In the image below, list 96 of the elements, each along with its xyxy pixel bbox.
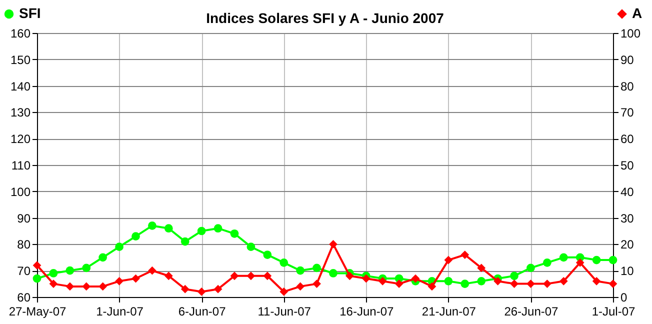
point bbox=[329, 240, 338, 248]
point bbox=[115, 276, 124, 286]
y2-tick-label: 20 bbox=[620, 238, 634, 252]
point bbox=[510, 280, 518, 288]
y-tick-label: 90 bbox=[17, 211, 31, 226]
point bbox=[164, 272, 173, 280]
point bbox=[296, 266, 304, 275]
point bbox=[197, 288, 206, 296]
point bbox=[542, 258, 552, 267]
point bbox=[394, 280, 404, 288]
point bbox=[180, 284, 190, 294]
y-tick-label: 120 bbox=[10, 132, 31, 146]
point bbox=[230, 272, 239, 280]
point bbox=[32, 274, 42, 283]
x-tick-label: 21-Jun-07 bbox=[422, 304, 476, 318]
point bbox=[444, 276, 453, 286]
point bbox=[82, 264, 91, 272]
point bbox=[362, 274, 370, 283]
point bbox=[49, 269, 58, 278]
point bbox=[180, 237, 190, 246]
point bbox=[559, 276, 568, 286]
point bbox=[66, 282, 74, 291]
y2-tick-label: 70 bbox=[620, 106, 634, 120]
point bbox=[148, 222, 156, 230]
point bbox=[559, 253, 568, 262]
y-tick-label: 140 bbox=[10, 79, 31, 94]
point bbox=[444, 256, 453, 264]
y2-tick-label: 90 bbox=[620, 52, 634, 67]
point bbox=[49, 280, 58, 288]
point bbox=[214, 284, 222, 294]
point bbox=[329, 269, 338, 278]
y-tick-label: 130 bbox=[10, 106, 31, 120]
y2-tick-label: 40 bbox=[620, 184, 634, 199]
point bbox=[477, 264, 486, 272]
y2-tick-label: 100 bbox=[620, 26, 641, 40]
x-tick-label: 16-Jun-07 bbox=[340, 304, 394, 318]
point bbox=[312, 280, 321, 288]
point bbox=[608, 280, 618, 288]
x-tick-label: 1-Jul-07 bbox=[592, 304, 636, 318]
point bbox=[592, 276, 601, 286]
point bbox=[460, 280, 470, 288]
x-tick-label: 27-May-07 bbox=[8, 304, 67, 318]
point bbox=[197, 226, 206, 236]
legend-label: SFI bbox=[19, 5, 41, 21]
chart-title: Indices Solares SFI y A - Junio 2007 bbox=[206, 10, 444, 26]
y2-tick-label: 10 bbox=[620, 264, 634, 278]
point bbox=[510, 272, 518, 280]
y-tick-label: 100 bbox=[10, 184, 31, 199]
point bbox=[132, 232, 140, 240]
point bbox=[378, 276, 387, 286]
point bbox=[98, 282, 108, 291]
x-tick-label: 11-Jun-07 bbox=[258, 304, 312, 318]
point bbox=[66, 266, 74, 275]
x-tick-label: 26-Jun-07 bbox=[504, 304, 559, 318]
point bbox=[592, 256, 601, 264]
point bbox=[230, 229, 239, 238]
point bbox=[98, 253, 108, 262]
point bbox=[296, 282, 304, 291]
point bbox=[280, 288, 288, 296]
point bbox=[214, 224, 222, 233]
point bbox=[164, 224, 173, 233]
y-tick-label: 80 bbox=[17, 238, 31, 252]
y2-tick-label: 50 bbox=[620, 158, 634, 172]
y-tick-label: 150 bbox=[10, 52, 31, 67]
point bbox=[246, 242, 256, 252]
legend-label: A bbox=[632, 5, 642, 21]
point bbox=[411, 274, 420, 283]
y-tick-label: 160 bbox=[10, 26, 31, 40]
point bbox=[346, 272, 354, 280]
point bbox=[132, 274, 140, 283]
point bbox=[148, 266, 156, 275]
point bbox=[460, 250, 470, 259]
y-tick-label: 60 bbox=[17, 290, 31, 304]
point bbox=[526, 280, 535, 288]
x-tick-label: 1-Jun-07 bbox=[96, 304, 144, 318]
point bbox=[246, 272, 256, 280]
point bbox=[115, 242, 124, 252]
y2-tick-label: 80 bbox=[620, 79, 634, 94]
point bbox=[477, 276, 486, 286]
point bbox=[428, 282, 436, 291]
x-tick-label: 6-Jun-07 bbox=[178, 304, 226, 318]
point bbox=[280, 258, 288, 267]
point bbox=[576, 258, 584, 267]
point bbox=[494, 276, 502, 286]
point bbox=[263, 272, 272, 280]
y-tick-label: 110 bbox=[11, 158, 31, 172]
y2-tick-label: 30 bbox=[620, 211, 634, 226]
point bbox=[542, 280, 552, 288]
point bbox=[608, 256, 618, 264]
point bbox=[526, 264, 535, 272]
y-tick-label: 70 bbox=[17, 264, 31, 278]
y2-tick-label: 0 bbox=[620, 290, 628, 304]
point bbox=[32, 261, 42, 270]
point bbox=[312, 264, 321, 272]
y2-tick-label: 60 bbox=[620, 132, 634, 146]
point bbox=[263, 250, 272, 259]
